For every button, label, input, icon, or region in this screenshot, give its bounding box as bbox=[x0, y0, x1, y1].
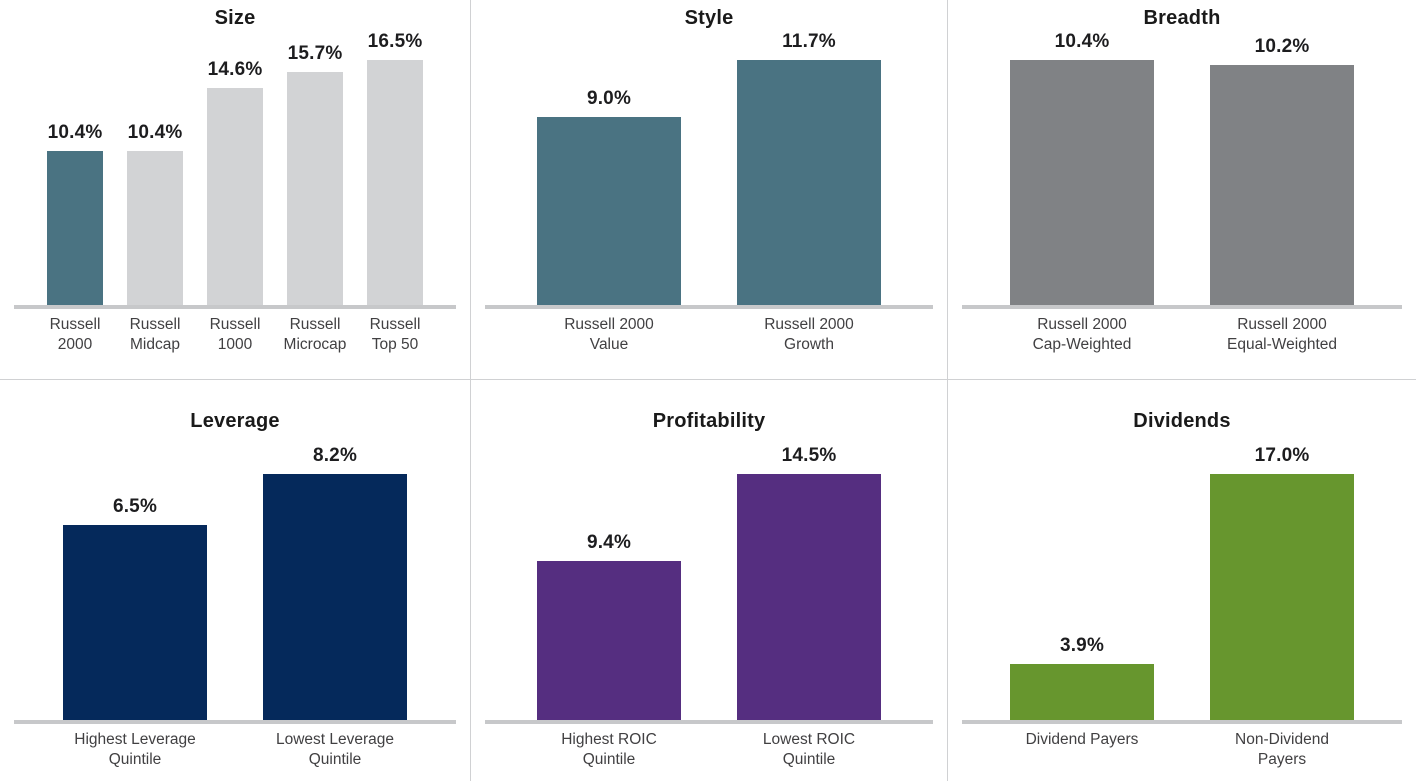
category-label: Russell 2000 Growth bbox=[764, 316, 854, 353]
bar-group: 14.5% bbox=[737, 445, 881, 720]
category-labels: Highest Leverage Quintile Lowest Leverage… bbox=[0, 730, 470, 770]
chart-title: Dividends bbox=[1133, 410, 1231, 432]
bar-value-label: 10.4% bbox=[1054, 31, 1110, 52]
bar-group: 6.5% bbox=[63, 496, 207, 720]
bar bbox=[1210, 474, 1354, 720]
plot-area: 10.4% 10.4% 14.6% 15.7% 16.5% bbox=[0, 31, 470, 305]
category-label: Russell Top 50 bbox=[369, 316, 421, 353]
x-axis-line bbox=[14, 305, 456, 309]
bar-value-label: 11.7% bbox=[782, 31, 836, 52]
category-labels: Russell 2000 Value Russell 2000 Growth bbox=[471, 315, 947, 355]
bar-value-label: 6.5% bbox=[112, 496, 158, 517]
bar bbox=[1010, 664, 1154, 720]
bar-value-label: 17.0% bbox=[1254, 445, 1310, 466]
chart-title: Leverage bbox=[190, 410, 280, 432]
bar-group: 9.4% bbox=[537, 532, 681, 720]
bar bbox=[287, 72, 343, 305]
x-axis-line bbox=[14, 720, 456, 724]
bar bbox=[263, 474, 407, 720]
bar-group: 14.6% bbox=[207, 59, 263, 305]
bar-value-label: 9.0% bbox=[586, 88, 632, 109]
chart-title: Size bbox=[214, 7, 256, 29]
bar-group: 10.4% bbox=[127, 122, 183, 305]
bar bbox=[63, 525, 207, 720]
category-labels: Russell 2000 Cap-Weighted Russell 2000 Eq… bbox=[948, 315, 1416, 355]
chart-panel-dividends: Dividends 3.9% 17.0% Dividend Payers Non-Div… bbox=[948, 380, 1416, 781]
bar-group: 9.0% bbox=[537, 88, 681, 305]
bar-value-label: 9.4% bbox=[586, 532, 632, 553]
bar-value-label: 15.7% bbox=[287, 43, 343, 64]
x-axis-line bbox=[485, 305, 933, 309]
bar-group: 8.2% bbox=[263, 445, 407, 720]
category-labels: Highest ROIC Quintile Lowest ROIC Quintil… bbox=[471, 730, 947, 770]
category-label: Russell 2000 bbox=[49, 316, 101, 353]
chart-panel-size: Size 10.4% 10.4% 14.6% 15.7% 16.5% Russell 200… bbox=[0, 0, 471, 380]
chart-panel-leverage: Leverage 6.5% 8.2% Highest Leverage Quintil… bbox=[0, 380, 471, 781]
category-label: Non-Dividend Payers bbox=[1235, 731, 1329, 768]
chart-panel-breadth: Breadth 10.4% 10.2% Russell 2000 Cap-Weight… bbox=[948, 0, 1416, 380]
x-axis-line bbox=[962, 720, 1402, 724]
category-label: Dividend Payers bbox=[1025, 731, 1139, 748]
category-label: Highest Leverage Quintile bbox=[74, 731, 196, 768]
bar bbox=[537, 561, 681, 720]
bar bbox=[47, 151, 103, 305]
bar-group: 11.7% bbox=[737, 31, 881, 305]
bar-value-label: 3.9% bbox=[1059, 635, 1105, 656]
bar-value-label: 10.4% bbox=[47, 122, 103, 143]
bar bbox=[367, 60, 423, 305]
category-label: Russell 2000 Cap-Weighted bbox=[1032, 316, 1132, 353]
category-label: Russell 1000 bbox=[209, 316, 261, 353]
bar-value-label: 8.2% bbox=[312, 445, 358, 466]
category-labels: Dividend Payers Non-Dividend Payers bbox=[948, 730, 1416, 770]
plot-area: 6.5% 8.2% bbox=[0, 434, 470, 720]
bar-value-label: 14.6% bbox=[207, 59, 263, 80]
bar bbox=[1010, 60, 1154, 305]
bar bbox=[737, 60, 881, 305]
x-axis-line bbox=[962, 305, 1402, 309]
bar-value-label: 10.2% bbox=[1254, 36, 1310, 57]
category-label: Lowest ROIC Quintile bbox=[762, 731, 856, 768]
bar bbox=[127, 151, 183, 305]
bar-value-label: 14.5% bbox=[781, 445, 837, 466]
chart-panel-style: Style 9.0% 11.7% Russell 2000 Value Russell … bbox=[471, 0, 948, 380]
category-label: Russell 2000 Value bbox=[564, 316, 654, 353]
bar bbox=[737, 474, 881, 720]
category-label: Russell Microcap bbox=[283, 316, 347, 353]
bar-value-label: 16.5% bbox=[367, 31, 423, 52]
bar-group: 16.5% bbox=[367, 31, 423, 305]
bar-group: 10.4% bbox=[47, 122, 103, 305]
bar-group: 15.7% bbox=[287, 43, 343, 305]
chart-panel-profitability: Profitability 9.4% 14.5% Highest ROIC Quint… bbox=[471, 380, 948, 781]
category-label: Lowest Leverage Quintile bbox=[275, 731, 395, 768]
category-labels: Russell 2000 Russell Midcap Russell 1000 Ru… bbox=[0, 315, 470, 355]
plot-area: 9.4% 14.5% bbox=[471, 434, 947, 720]
category-label: Highest ROIC Quintile bbox=[561, 731, 657, 768]
plot-area: 10.4% 10.2% bbox=[948, 31, 1416, 305]
bar bbox=[537, 117, 681, 305]
bar-group: 3.9% bbox=[1010, 635, 1154, 720]
x-axis-line bbox=[485, 720, 933, 724]
plot-area: 3.9% 17.0% bbox=[948, 434, 1416, 720]
category-label: Russell 2000 Equal-Weighted bbox=[1226, 316, 1337, 353]
plot-area: 9.0% 11.7% bbox=[471, 31, 947, 305]
bar bbox=[207, 88, 263, 305]
bar-value-label: 10.4% bbox=[127, 122, 183, 143]
bar-group: 10.4% bbox=[1010, 31, 1154, 305]
chart-title: Style bbox=[684, 7, 734, 29]
bar-group: 17.0% bbox=[1210, 445, 1354, 720]
bar bbox=[1210, 65, 1354, 305]
chart-title: Profitability bbox=[652, 410, 766, 432]
category-label: Russell Midcap bbox=[129, 316, 181, 353]
bar-group: 10.2% bbox=[1210, 36, 1354, 305]
chart-title: Breadth bbox=[1143, 7, 1221, 29]
